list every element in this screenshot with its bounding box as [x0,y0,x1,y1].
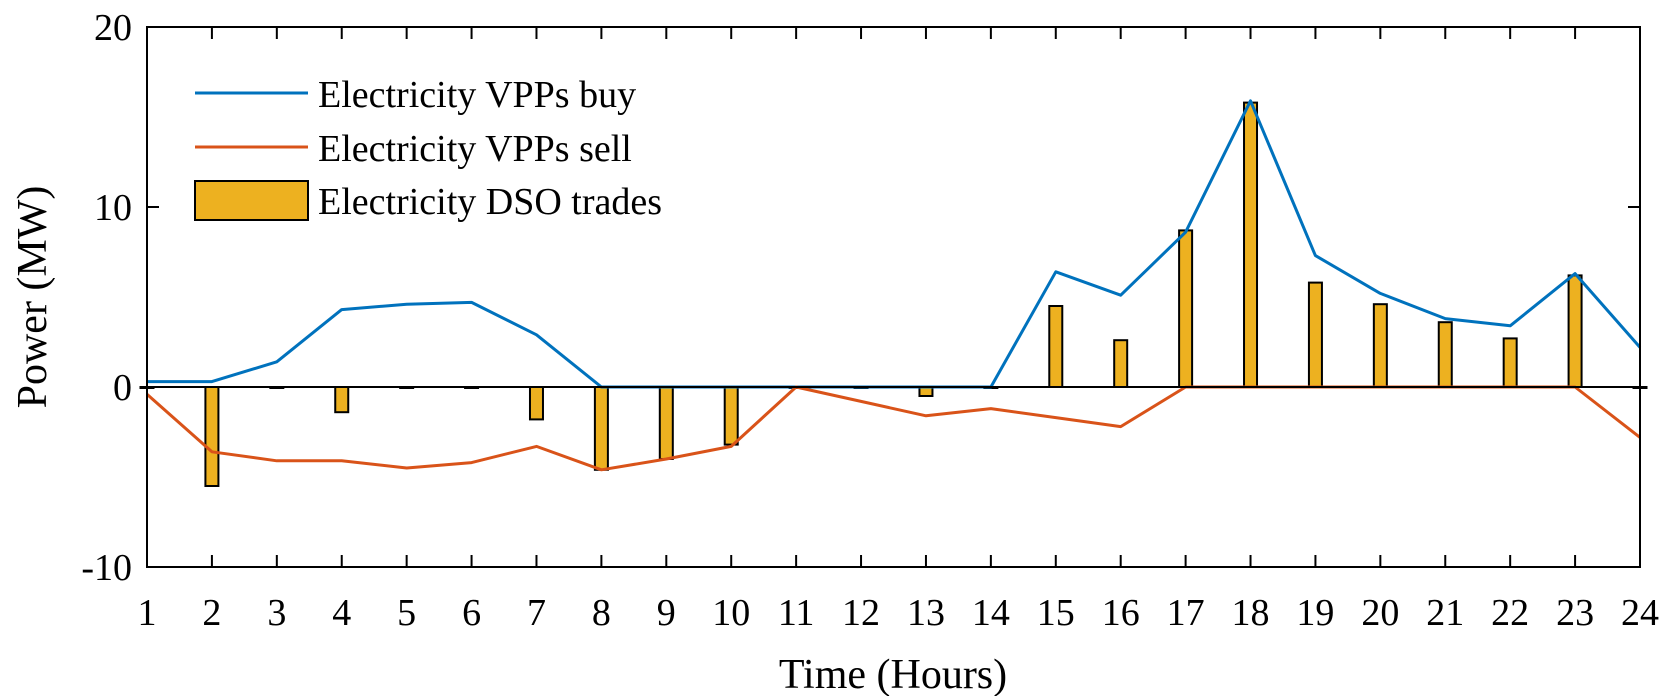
bar-dso-hour-15 [1048,305,1064,388]
legend: Electricity VPPs buy Electricity VPPs se… [194,74,662,223]
x-tick-label-18: 18 [1232,592,1270,634]
legend-swatch-dso [194,180,309,221]
y-tick-label-0: 0 [113,367,132,409]
x-tick-label-19: 19 [1296,592,1334,634]
bar-dso-hour-22 [1502,337,1518,388]
bar-dso-hour-7 [528,386,544,421]
legend-label-dso: Electricity DSO trades [318,181,662,223]
x-tick-label-4: 4 [332,592,351,634]
legend-label-buy: Electricity VPPs buy [318,74,636,116]
bar-dso-hour-9 [658,386,674,460]
x-tick-label-8: 8 [592,592,611,634]
y-tick-label-20: 20 [94,7,132,49]
x-tick-label-20: 20 [1361,592,1399,634]
x-axis-title: Time (Hours) [779,652,1007,696]
x-tick-label-10: 10 [712,592,750,634]
bar-dso-hour-8 [593,386,609,471]
x-tick-label-7: 7 [527,592,546,634]
bar-dso-hour-19 [1307,281,1323,389]
bar-dso-hour-23 [1567,274,1583,388]
x-tick-label-24: 24 [1621,592,1659,634]
bar-dso-hour-18 [1243,101,1259,388]
x-tick-label-6: 6 [462,592,481,634]
bar-dso-hour-21 [1437,321,1453,389]
y-tick-label-10: 10 [94,187,132,229]
x-tick-label-5: 5 [397,592,416,634]
bar-dso-hour-4 [334,386,350,414]
x-tick-label-16: 16 [1102,592,1140,634]
bar-dso-hour-20 [1372,303,1388,389]
bars-layer [139,101,1648,487]
y-axis-title: Power (MW) [10,186,56,409]
x-tick-label-22: 22 [1491,592,1529,634]
bar-dso-hour-2 [204,386,220,487]
x-tick-label-1: 1 [138,592,157,634]
x-tick-label-17: 17 [1167,592,1205,634]
x-tick-label-14: 14 [972,592,1010,634]
ticks-layer: 1 2 3 4 5 6 7 8 9 10 11 12 13 14 15 16 17 18 19 20 21 22 23 24-… [81,7,1659,634]
y-tick-label--10: -10 [81,547,132,589]
x-tick-label-15: 15 [1037,592,1075,634]
bar-dso-hour-17 [1178,229,1194,388]
x-tick-label-13: 13 [907,592,945,634]
plot-frame [146,26,1641,568]
legend-label-sell: Electricity VPPs sell [318,128,632,170]
bar-dso-hour-16 [1113,339,1129,389]
x-tick-label-12: 12 [842,592,880,634]
x-tick-label-2: 2 [202,592,221,634]
bar-dso-hour-10 [723,386,739,446]
x-tick-label-3: 3 [267,592,286,634]
x-tick-label-11: 11 [778,592,815,634]
x-tick-label-9: 9 [657,592,676,634]
x-tick-label-21: 21 [1426,592,1464,634]
x-tick-label-23: 23 [1556,592,1594,634]
